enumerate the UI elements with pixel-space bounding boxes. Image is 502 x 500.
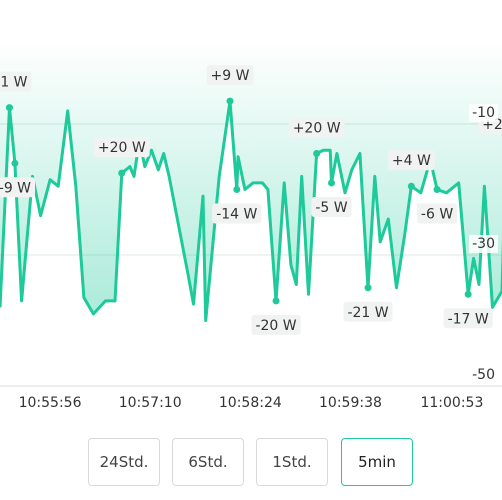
point-label-bg [206,65,254,86]
point-marker [226,97,234,105]
point-label-group: -9 W [0,177,36,198]
point-label-bg [387,150,435,171]
point-label-group: +20 W [288,117,345,138]
point-marker [233,186,241,193]
point-label: -14 W [216,207,257,223]
chart: 10:55:56 10:57:10 10:58:24 10:59:38 11:00:53… [0,40,502,411]
y-tick-bg [469,366,498,384]
y-tick-group: -30 [469,235,498,253]
point-label-bg [0,71,32,92]
point-label: 51 W [0,75,28,91]
point-label-group: -14 W [212,203,262,224]
point-marker [11,159,19,167]
point-label-bg [0,177,36,198]
y-tick-label: -50 [472,367,495,383]
point-label: -9 W [0,180,31,196]
line [0,99,502,322]
point-label: -17 W [448,311,489,327]
point-label: -20 W [255,318,296,334]
point-label-group: +9 W [206,65,254,86]
point-label-group: +4 W [387,150,435,171]
point-marker [313,149,321,157]
range-button[interactable]: 5min [341,438,413,486]
point-label: +9 W [211,68,250,84]
range-button[interactable]: 6Std. [172,438,244,486]
point-label-bg [343,301,393,322]
point-label-group: 51 W [0,71,32,92]
point-label-bg [212,203,262,224]
x-tick-label: 10:58:24 [219,395,282,411]
x-tick-label: 10:57:10 [119,395,182,411]
x-tick-label: 10:59:38 [319,395,382,411]
area [0,40,502,321]
point-marker [118,169,126,177]
y-tick-bg [469,235,498,253]
point-label: +20 W [293,120,341,136]
point-marker [407,182,415,190]
point-label-group: -5 W [311,196,352,217]
point-label-bg [93,137,150,158]
point-label: +20 W [98,140,146,156]
point-label: -6 W [421,207,453,223]
point-label-group: -21 W [343,301,393,322]
y-tick-group: -50 [469,366,498,384]
range-buttons: 24Std. 6Std. 1Std. 5min [0,438,502,488]
point-label-bg [288,117,345,138]
point-label-group: -17 W [443,308,493,329]
point-label-group: +20 W [93,137,150,158]
point-marker [328,179,336,187]
point-label-group: -6 W [416,203,458,224]
point-marker [364,284,372,292]
point-marker [464,290,472,298]
x-tick-label: 11:00:53 [420,395,483,411]
range-button[interactable]: 1Std. [256,438,328,486]
point-label: -21 W [347,305,388,321]
point-marker [272,297,280,305]
point-label-bg [311,196,352,217]
point-marker [5,104,13,112]
point-label-bg [251,314,301,335]
y-tick-label: -10 [472,105,495,121]
point-label-bg [416,203,458,224]
point-marker [433,186,441,193]
range-button[interactable]: 24Std. [88,438,160,486]
y-tick-group: -10 [469,104,498,122]
point-label-bg [443,308,493,329]
x-tick-label: 10:55:56 [19,395,82,411]
point-label-group: -20 W [251,314,301,335]
y-tick-label: -30 [472,236,495,252]
point-label: +4 W [392,153,431,169]
y-tick-bg [469,104,498,122]
point-label: -5 W [315,200,347,216]
